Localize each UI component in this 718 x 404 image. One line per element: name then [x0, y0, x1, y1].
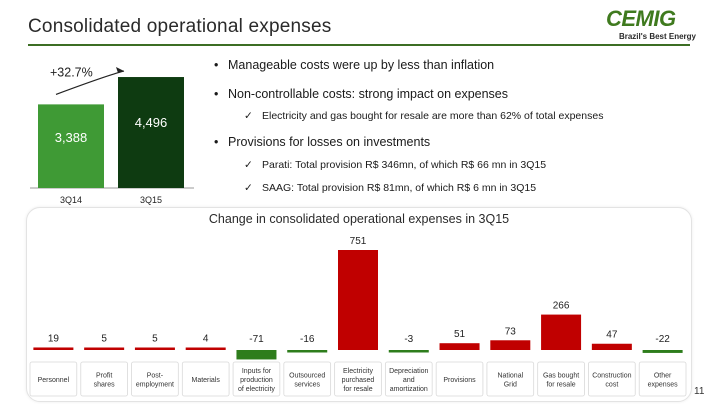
category-label: shares — [94, 382, 116, 389]
category-label: expenses — [648, 382, 678, 389]
sub-bullet-item: ✓ SAAG: Total provision R$ 81mn, of which… — [244, 182, 536, 194]
category-box — [181, 361, 230, 397]
data-label: 47 — [606, 330, 618, 341]
category-label: Grid — [504, 382, 517, 389]
growth-annotation: +32.7% — [50, 65, 93, 79]
category-label: Profit — [96, 373, 112, 380]
opex-change-bar-chart: 19 Personnel 5 Profit shares 5 Post-employment… — [29, 236, 687, 397]
category-label: purchased — [342, 377, 375, 384]
bar-3 — [134, 347, 175, 350]
bar-13 — [642, 350, 683, 353]
category-box — [588, 361, 636, 397]
data-label: 266 — [553, 301, 570, 312]
cemig-logo: CEMIG Brazil's Best Energy — [606, 6, 698, 44]
bar-7 — [338, 250, 378, 350]
category-box — [537, 361, 585, 397]
category-label: services — [294, 382, 320, 389]
bar-8 — [388, 350, 429, 353]
bullet-text: Provisions for losses on investments — [228, 135, 431, 149]
category-box — [29, 361, 78, 397]
category-label: of electricity — [238, 386, 275, 393]
category-label: Construction — [592, 373, 631, 380]
bar-2 — [84, 347, 125, 350]
category-label: Provisions — [443, 377, 476, 384]
checkmark-icon: ✓ — [244, 110, 253, 122]
growth-arrowhead — [116, 67, 124, 74]
change-chart-title: Change in consolidated operational expen… — [208, 212, 510, 226]
category-label: and — [403, 377, 415, 384]
data-label: 751 — [350, 236, 367, 247]
data-label: 5 — [101, 334, 107, 345]
bar-5 — [236, 350, 277, 360]
data-label: 4,496 — [135, 115, 168, 130]
bullet-item: • Non-controllable costs: strong impact o… — [214, 87, 509, 101]
category-label: Depreciation — [389, 368, 428, 375]
data-label: -71 — [249, 334, 264, 345]
logo-mark: CEMIG — [606, 6, 676, 31]
category-label: employment — [136, 382, 174, 389]
category-label: National — [497, 373, 523, 380]
bar-12 — [591, 343, 632, 350]
category-box — [80, 361, 128, 397]
category-label: Electricity — [343, 368, 373, 375]
category-label: Materials — [191, 377, 220, 384]
bar-11 — [541, 314, 582, 350]
category-label: for resale — [343, 386, 372, 393]
sub-bullet-text: Electricity and gas bought for resale ar… — [262, 110, 604, 122]
data-label: -16 — [300, 334, 315, 345]
sub-bullet-item: ✓ Parati: Total provision R$ 346mn, of wh… — [244, 159, 546, 171]
category-box — [638, 361, 687, 397]
checkmark-icon: ✓ — [244, 182, 253, 194]
sub-bullet-item: ✓ Electricity and gas bought for resale a… — [244, 110, 603, 122]
data-label: -22 — [655, 334, 670, 345]
data-label: 3,388 — [55, 130, 88, 145]
bar-9 — [439, 343, 480, 350]
bullet-text: Non-controllable costs: strong impact on… — [228, 87, 509, 101]
bar-1 — [33, 347, 74, 350]
bar-6 — [287, 350, 328, 353]
category-box — [334, 361, 382, 397]
category-label: Inputs for — [242, 368, 272, 375]
sub-bullet-text: Parati: Total provision R$ 346mn, of whi… — [262, 159, 547, 171]
bullet-item: • Provisions for losses on investments — [214, 135, 431, 149]
bar-3q14 — [38, 104, 104, 188]
category-box — [131, 361, 179, 397]
x-tick-label: 3Q15 — [140, 195, 162, 205]
data-label: 4 — [203, 334, 209, 345]
category-label: cost — [605, 382, 618, 389]
data-label: -3 — [404, 334, 413, 345]
data-label: 5 — [152, 334, 158, 345]
quarterly-opex-bar-chart: 3,388 3Q14 4,496 3Q15 +32.7% — [30, 65, 194, 205]
category-box — [232, 361, 281, 397]
category-label: for resale — [546, 382, 575, 389]
x-tick-label: 3Q14 — [60, 195, 82, 205]
category-label: Post- — [147, 373, 164, 380]
data-label: 19 — [48, 333, 60, 344]
bullet-item: • Manageable costs were up by less than i… — [214, 58, 495, 72]
bar-3q15 — [118, 77, 184, 188]
data-label: 51 — [454, 329, 466, 340]
category-box — [435, 361, 484, 397]
category-label: Personnel — [38, 377, 70, 384]
page-number: 11 — [694, 386, 705, 397]
category-box — [283, 361, 332, 397]
category-label: Gas bought — [543, 373, 579, 380]
category-label: Outsourced — [289, 373, 325, 380]
bar-4 — [185, 347, 226, 350]
category-box — [486, 361, 535, 397]
category-box — [384, 361, 433, 397]
category-label: Other — [654, 373, 672, 380]
logo-tagline: Brazil's Best Energy — [618, 32, 696, 41]
bar-10 — [490, 340, 531, 350]
category-label: production — [240, 377, 273, 384]
category-label: amortization — [390, 386, 428, 393]
data-label: 73 — [505, 326, 517, 337]
checkmark-icon: ✓ — [244, 159, 253, 171]
title-divider — [28, 44, 690, 46]
sub-bullet-text: SAAG: Total provision R$ 81mn, of which … — [262, 182, 537, 194]
bullet-text: Manageable costs were up by less than in… — [228, 58, 495, 72]
page-title: Consolidated operational expenses — [28, 16, 332, 37]
